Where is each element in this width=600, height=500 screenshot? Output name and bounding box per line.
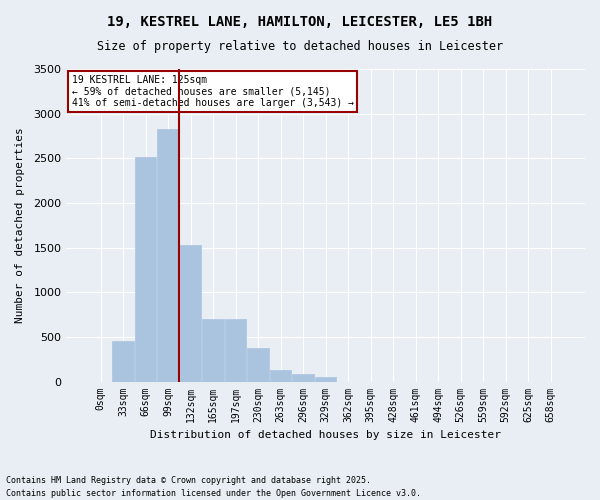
Bar [112,342,134,382]
Bar [270,370,292,382]
Bar [180,245,202,382]
Bar [202,319,224,382]
Bar [225,319,247,382]
Text: Contains HM Land Registry data © Crown copyright and database right 2025.: Contains HM Land Registry data © Crown c… [6,476,371,485]
Text: Contains public sector information licensed under the Open Government Licence v3: Contains public sector information licen… [6,488,421,498]
Text: Size of property relative to detached houses in Leicester: Size of property relative to detached ho… [97,40,503,53]
Bar [315,376,337,382]
Text: 19, KESTREL LANE, HAMILTON, LEICESTER, LE5 1BH: 19, KESTREL LANE, HAMILTON, LEICESTER, L… [107,15,493,29]
Bar [157,129,179,382]
Bar [292,374,314,382]
Bar [135,156,156,382]
Bar [247,348,269,382]
Text: 19 KESTREL LANE: 125sqm
← 59% of detached houses are smaller (5,145)
41% of semi: 19 KESTREL LANE: 125sqm ← 59% of detache… [71,76,353,108]
Y-axis label: Number of detached properties: Number of detached properties [15,128,25,323]
X-axis label: Distribution of detached houses by size in Leicester: Distribution of detached houses by size … [150,430,501,440]
